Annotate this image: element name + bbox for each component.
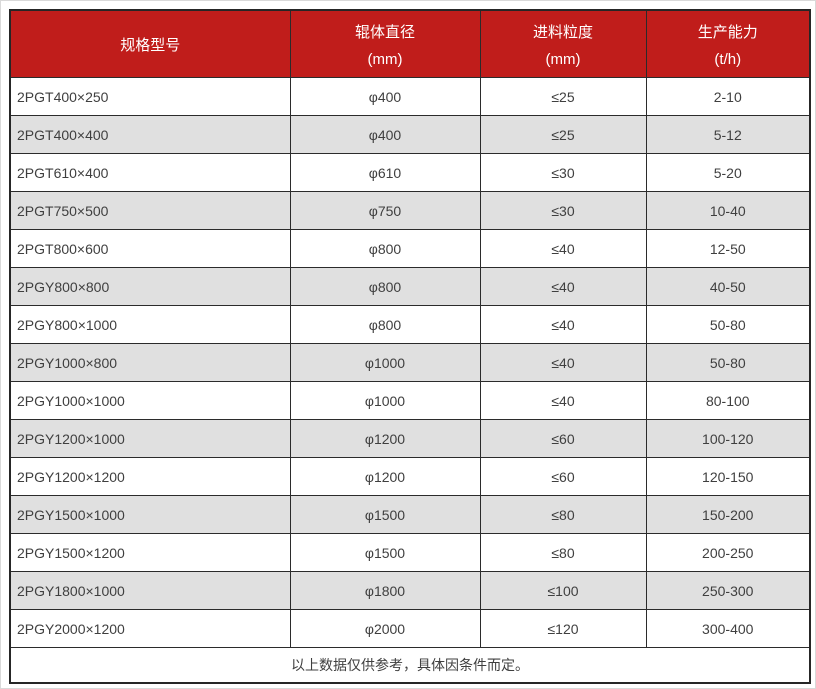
diameter-cell: φ1200 [289,457,481,496]
table-footer: 以上数据仅供参考，具体因条件而定。 [9,647,811,684]
diameter-cell: φ800 [289,305,481,344]
table-row: 2PGT400×400 φ400 ≤25 5-12 [9,115,811,154]
model-cell: 2PGT800×600 [9,229,291,268]
feed-size-cell: ≤80 [479,533,647,572]
model-cell: 2PGT610×400 [9,153,291,192]
model-cell: 2PGY1200×1000 [9,419,291,458]
table-row: 2PGY2000×1200 φ2000 ≤120 300-400 [9,609,811,648]
feed-size-cell: ≤30 [479,153,647,192]
feed-size-cell: ≤40 [479,229,647,268]
feed-size-cell: ≤40 [479,381,647,420]
diameter-cell: φ1500 [289,533,481,572]
table-row: 2PGY1000×800 φ1000 ≤40 50-80 [9,343,811,382]
capacity-cell: 5-20 [645,153,811,192]
spec-table: 规格型号 辊体直径 (mm) 进料粒度 (mm) [9,9,811,684]
footer-row: 以上数据仅供参考，具体因条件而定。 [9,647,811,684]
feed-size-cell: ≤25 [479,115,647,154]
header-diameter-title: 辊体直径 [354,23,415,41]
table-row: 2PGY1500×1000 φ1500 ≤80 150-200 [9,495,811,534]
diameter-cell: φ1200 [289,419,481,458]
header-capacity: 生产能力 (t/h) [645,9,811,78]
model-cell: 2PGT400×400 [9,115,291,154]
feed-size-cell: ≤25 [479,77,647,116]
capacity-cell: 300-400 [645,609,811,648]
capacity-cell: 80-100 [645,381,811,420]
model-cell: 2PGY800×1000 [9,305,291,344]
header-capacity-unit: (t/h) [714,50,742,68]
model-cell: 2PGY1200×1200 [9,457,291,496]
capacity-cell: 50-80 [645,305,811,344]
capacity-cell: 10-40 [645,191,811,230]
table-row: 2PGY1200×1000 φ1200 ≤60 100-120 [9,419,811,458]
table-row: 2PGY800×800 φ800 ≤40 40-50 [9,267,811,306]
model-cell: 2PGY2000×1200 [9,609,291,648]
capacity-cell: 5-12 [645,115,811,154]
capacity-cell: 120-150 [645,457,811,496]
diameter-cell: φ610 [289,153,481,192]
header-model: 规格型号 [9,9,291,78]
table-row: 2PGT750×500 φ750 ≤30 10-40 [9,191,811,230]
header-diameter-unit: (mm) [367,50,403,68]
model-cell: 2PGY800×800 [9,267,291,306]
capacity-cell: 12-50 [645,229,811,268]
diameter-cell: φ400 [289,115,481,154]
capacity-cell: 40-50 [645,267,811,306]
capacity-cell: 200-250 [645,533,811,572]
diameter-cell: φ400 [289,77,481,116]
table-row: 2PGT610×400 φ610 ≤30 5-20 [9,153,811,192]
model-cell: 2PGY1500×1200 [9,533,291,572]
capacity-cell: 50-80 [645,343,811,382]
capacity-cell: 100-120 [645,419,811,458]
feed-size-cell: ≤40 [479,305,647,344]
header-diameter: 辊体直径 (mm) [289,9,481,78]
feed-size-cell: ≤40 [479,343,647,382]
diameter-cell: φ1000 [289,343,481,382]
table-row: 2PGT800×600 φ800 ≤40 12-50 [9,229,811,268]
table-header: 规格型号 辊体直径 (mm) 进料粒度 (mm) [9,9,811,78]
feed-size-cell: ≤100 [479,571,647,610]
diameter-cell: φ750 [289,191,481,230]
table-row: 2PGY800×1000 φ800 ≤40 50-80 [9,305,811,344]
table-row: 2PGY1200×1200 φ1200 ≤60 120-150 [9,457,811,496]
header-model-title: 规格型号 [120,36,181,54]
table-row: 2PGT400×250 φ400 ≤25 2-10 [9,77,811,116]
model-cell: 2PGT400×250 [9,77,291,116]
diameter-cell: φ1800 [289,571,481,610]
model-cell: 2PGY1000×800 [9,343,291,382]
feed-size-cell: ≤30 [479,191,647,230]
feed-size-cell: ≤40 [479,267,647,306]
header-row: 规格型号 辊体直径 (mm) 进料粒度 (mm) [9,9,811,78]
feed-size-cell: ≤60 [479,419,647,458]
table-row: 2PGY1500×1200 φ1500 ≤80 200-250 [9,533,811,572]
footer-note: 以上数据仅供参考，具体因条件而定。 [9,647,811,684]
header-feed-size: 进料粒度 (mm) [479,9,647,78]
header-feed-size-title: 进料粒度 [532,23,593,41]
feed-size-cell: ≤60 [479,457,647,496]
capacity-cell: 250-300 [645,571,811,610]
model-cell: 2PGY1500×1000 [9,495,291,534]
table-body: 2PGT400×250 φ400 ≤25 2-10 2PGT400×400 φ4… [9,77,811,648]
capacity-cell: 150-200 [645,495,811,534]
table-row: 2PGY1000×1000 φ1000 ≤40 80-100 [9,381,811,420]
diameter-cell: φ800 [289,229,481,268]
capacity-cell: 2-10 [645,77,811,116]
diameter-cell: φ2000 [289,609,481,648]
feed-size-cell: ≤120 [479,609,647,648]
model-cell: 2PGT750×500 [9,191,291,230]
header-capacity-title: 生产能力 [697,23,758,41]
header-feed-size-unit: (mm) [545,50,581,68]
feed-size-cell: ≤80 [479,495,647,534]
model-cell: 2PGY1000×1000 [9,381,291,420]
diameter-cell: φ1500 [289,495,481,534]
diameter-cell: φ800 [289,267,481,306]
diameter-cell: φ1000 [289,381,481,420]
table-row: 2PGY1800×1000 φ1800 ≤100 250-300 [9,571,811,610]
model-cell: 2PGY1800×1000 [9,571,291,610]
